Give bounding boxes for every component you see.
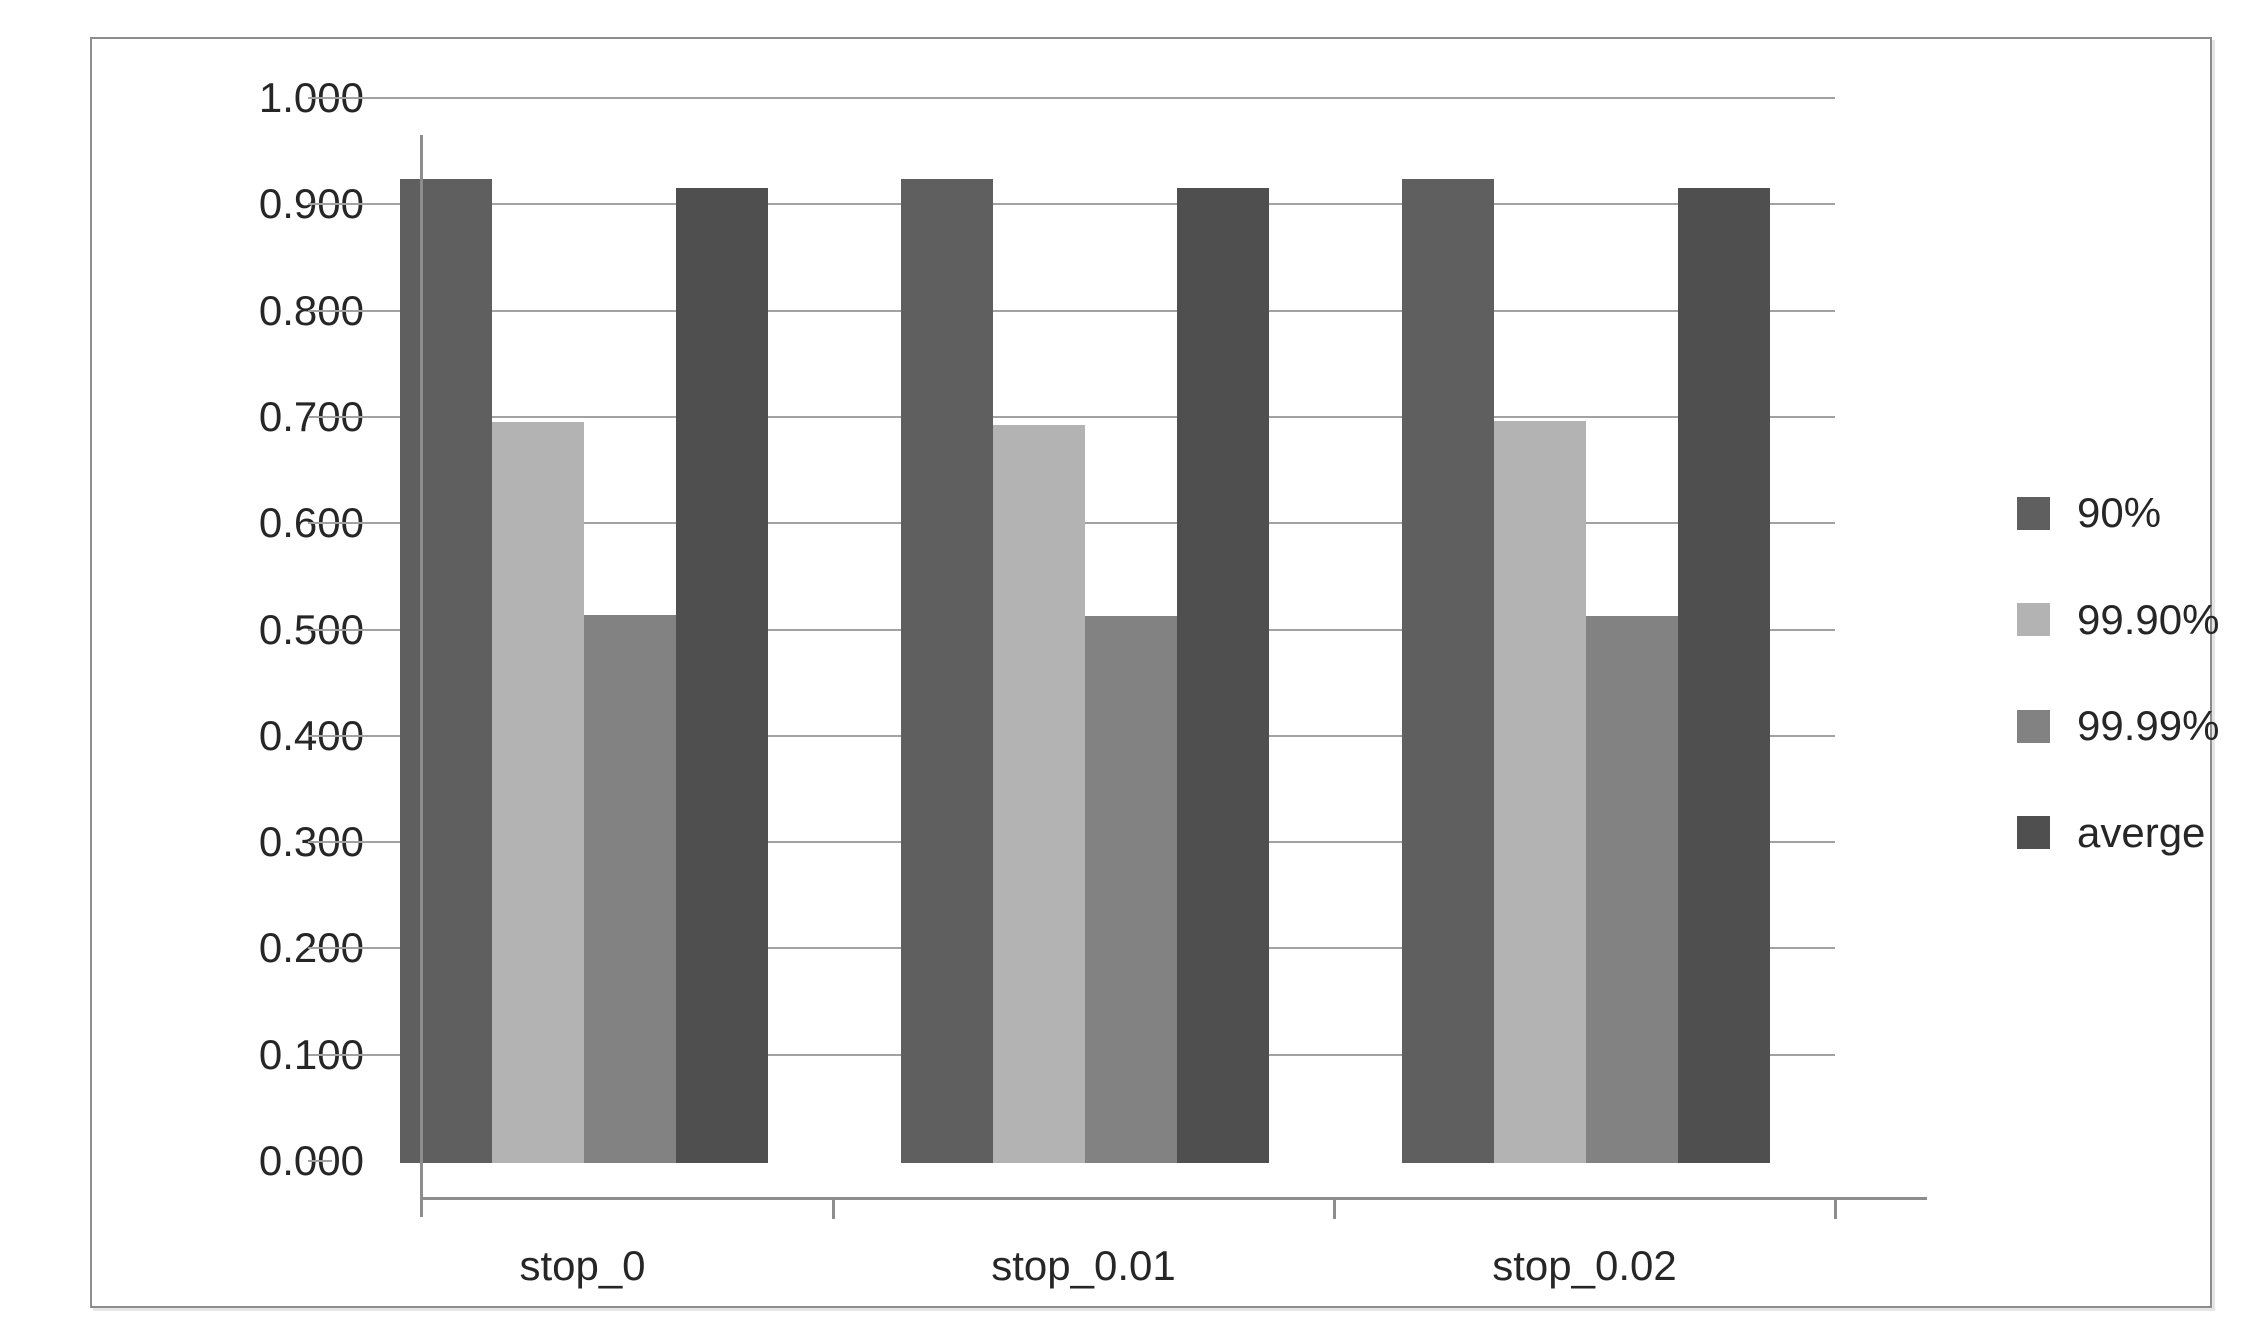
bar-averge-stop_0 (676, 188, 768, 1163)
bar-90%-stop_0 (400, 178, 492, 1163)
legend-item: averge (2017, 808, 2206, 856)
gridline (332, 309, 1835, 312)
y-axis-tick (308, 203, 332, 206)
y-axis-tick (308, 1160, 332, 1162)
y-axis-tick (308, 522, 332, 525)
y-tick-label: 0.000 (258, 1137, 364, 1184)
legend-swatch-99.90% (2017, 603, 2050, 637)
category-label: stop_0 (519, 1242, 646, 1289)
bar-99.90%-stop_0.02 (1494, 421, 1586, 1163)
bar-90%-stop_0.01 (901, 178, 993, 1163)
legend-item: 99.90% (2017, 595, 2220, 643)
bar-99.90%-stop_0 (492, 422, 584, 1163)
bar-averge-stop_0.02 (1678, 188, 1770, 1163)
legend-label: 99.99% (2077, 702, 2220, 750)
chart-frame: 0.000 0.100 0.200 0.300 0.400 0.500 0.600 0.700… (90, 37, 2219, 1308)
y-axis-tick (308, 1053, 332, 1056)
category-label: stop_0.02 (1492, 1242, 1677, 1289)
legend-label: 99.90% (2077, 595, 2220, 643)
legend-swatch-90% (2017, 496, 2050, 530)
y-axis-tick (308, 97, 332, 99)
gridline (332, 203, 1835, 206)
bar-99.99%-stop_0 (584, 614, 676, 1163)
bar-90%-stop_0.02 (1402, 178, 1494, 1163)
bar-99.99%-stop_0.01 (1085, 615, 1177, 1163)
legend-item: 90% (2017, 491, 2161, 535)
y-axis-tick (308, 841, 332, 844)
legend-swatch-averge (2017, 816, 2050, 850)
bar-averge-stop_0.01 (1177, 188, 1269, 1163)
legend-swatch-99.99% (2017, 709, 2050, 743)
x-axis-tick (1333, 1198, 1336, 1219)
y-axis-tick (308, 415, 332, 418)
x-axis-tick (832, 1198, 835, 1219)
category-label: stop_0.01 (991, 1242, 1176, 1289)
bar-99.99%-stop_0.02 (1586, 615, 1678, 1163)
legend-label: 90% (2077, 489, 2162, 536)
bar-99.90%-stop_0.01 (993, 425, 1085, 1163)
gridline (332, 97, 1835, 99)
legend-item: 99.99% (2017, 704, 2219, 748)
y-axis-tick (308, 628, 332, 631)
y-axis-tick (308, 734, 332, 737)
x-axis-tick (1834, 1198, 1837, 1219)
x-axis-line (420, 1197, 1927, 1200)
y-axis-tick (308, 947, 332, 950)
y-axis-line (420, 135, 423, 1217)
gridline (332, 415, 1835, 418)
y-axis-tick (308, 309, 332, 312)
legend-label: averge (2077, 808, 2206, 856)
